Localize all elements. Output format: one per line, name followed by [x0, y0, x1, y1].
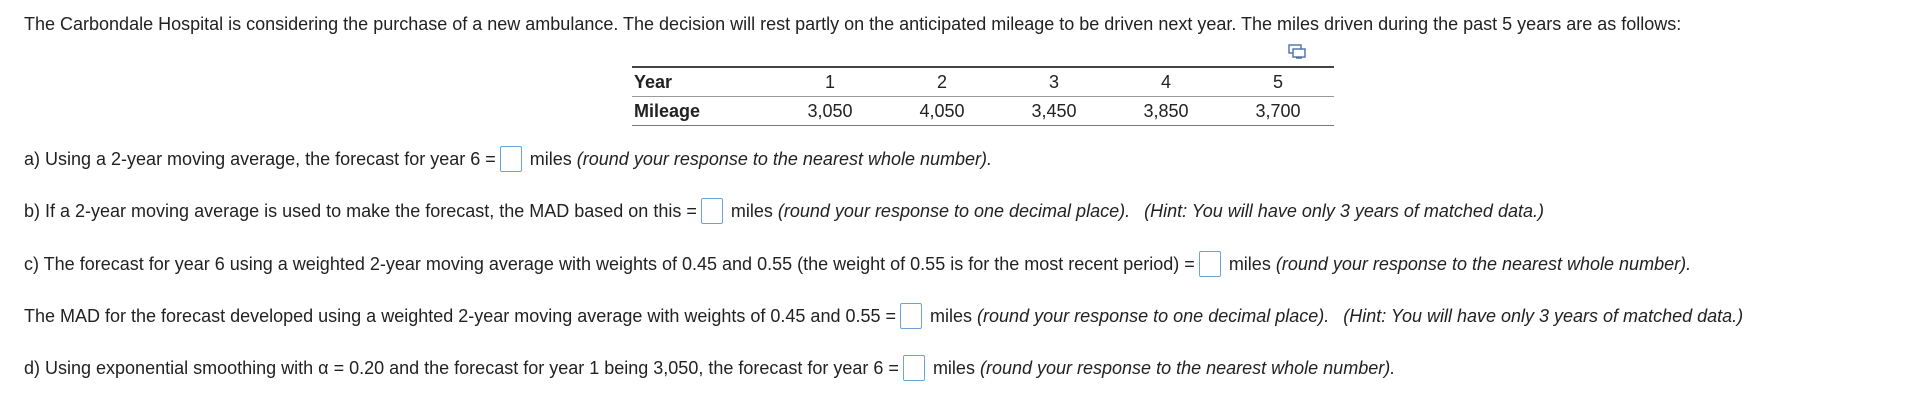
- answer-a-input[interactable]: [499, 146, 522, 172]
- question-c2-unit: miles: [930, 305, 973, 326]
- question-c2-note: (round your response to one decimal plac…: [977, 305, 1330, 326]
- question-c2-text: The MAD for the forecast developed using…: [24, 305, 897, 326]
- answer-c-input[interactable]: [1198, 251, 1221, 277]
- year-cell: 3: [998, 66, 1110, 97]
- question-b: b) If a 2-year moving average is used to…: [24, 198, 1544, 224]
- question-d-text: d) Using exponential smoothing with α = …: [24, 357, 899, 378]
- question-a-text: a) Using a 2-year moving average, the fo…: [24, 148, 496, 169]
- question-b-text: b) If a 2-year moving average is used to…: [24, 200, 697, 221]
- answer-b-input[interactable]: [700, 198, 723, 224]
- problem-intro: The Carbondale Hospital is considering t…: [24, 14, 1682, 34]
- question-a-unit: miles: [529, 148, 572, 169]
- answer-c2-input[interactable]: [900, 303, 923, 329]
- question-d-note: (round your response to the nearest whol…: [979, 357, 1396, 378]
- year-cell: 1: [774, 66, 886, 97]
- question-b-unit: miles: [730, 200, 773, 221]
- answer-d-input[interactable]: [902, 355, 925, 381]
- question-c-text: c) The forecast for year 6 using a weigh…: [24, 253, 1195, 274]
- mileage-cell: 3,050: [774, 96, 886, 126]
- mileage-table: Year 1 2 3 4 5 Mileage 3,050 4,050 3,450…: [632, 66, 1334, 126]
- year-row: Year 1 2 3 4 5: [632, 66, 1334, 97]
- question-d: d) Using exponential smoothing with α = …: [24, 355, 1395, 381]
- year-cell: 4: [1110, 66, 1222, 97]
- mileage-row-label: Mileage: [632, 96, 774, 126]
- mileage-cell: 3,700: [1222, 96, 1334, 126]
- question-a-note: (round your response to the nearest whol…: [576, 148, 993, 169]
- question-c-note: (round your response to the nearest whol…: [1275, 253, 1692, 274]
- mileage-row: Mileage 3,050 4,050 3,450 3,850 3,700: [632, 96, 1334, 126]
- mileage-cell: 3,850: [1110, 96, 1222, 126]
- question-a: a) Using a 2-year moving average, the fo…: [24, 146, 992, 172]
- question-c2: The MAD for the forecast developed using…: [24, 303, 1743, 329]
- year-cell: 5: [1222, 66, 1334, 97]
- question-b-note: (round your response to one decimal plac…: [777, 200, 1131, 221]
- year-cell: 2: [886, 66, 998, 97]
- question-d-unit: miles: [932, 357, 975, 378]
- mileage-cell: 4,050: [886, 96, 998, 126]
- question-b-hint: (Hint: You will have only 3 years of mat…: [1144, 200, 1544, 221]
- copy-icon[interactable]: [1288, 44, 1306, 60]
- mileage-cell: 3,450: [998, 96, 1110, 126]
- question-c-unit: miles: [1228, 253, 1271, 274]
- year-row-label: Year: [632, 66, 774, 97]
- question-c: c) The forecast for year 6 using a weigh…: [24, 251, 1691, 277]
- question-c2-hint: (Hint: You will have only 3 years of mat…: [1343, 305, 1744, 326]
